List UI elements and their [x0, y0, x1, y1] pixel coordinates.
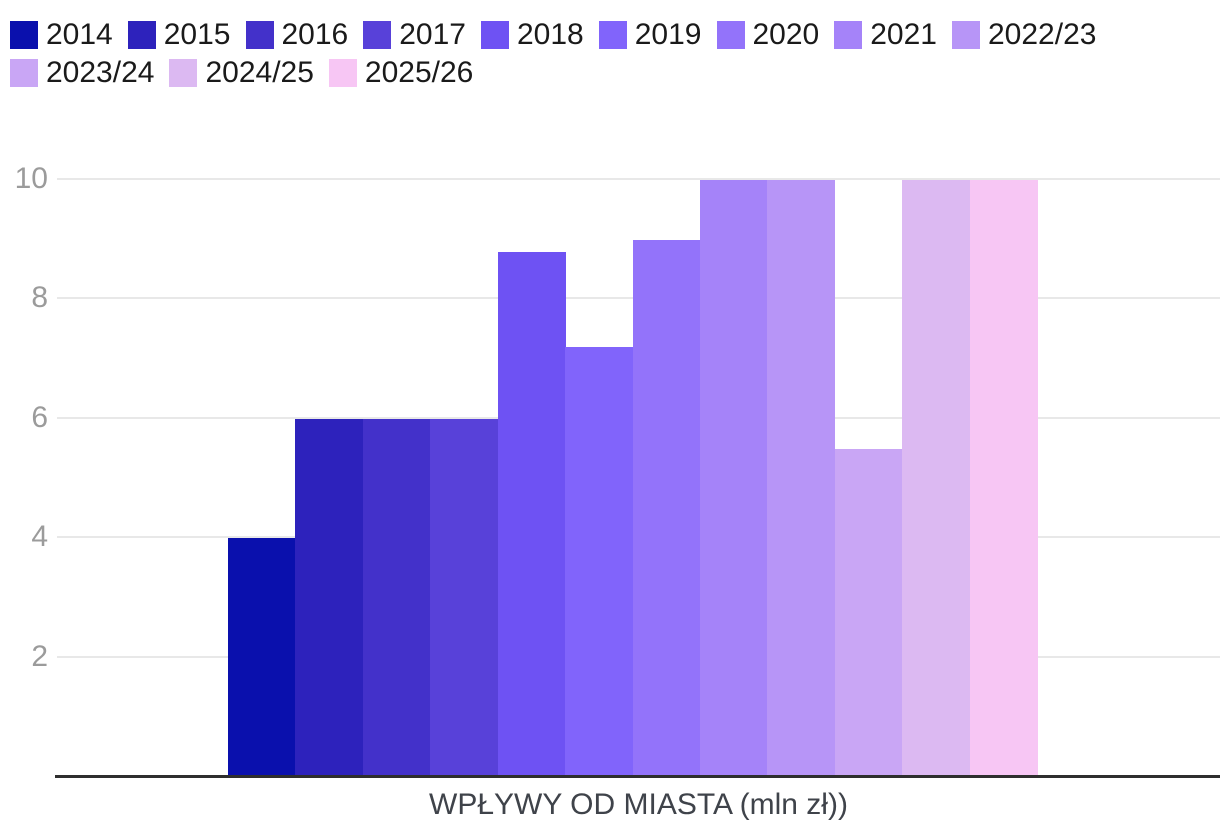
legend-item-2019[interactable]: 2019 — [598, 16, 702, 54]
legend-swatch-2015 — [127, 21, 156, 49]
x-axis-title: WPŁYWY OD MIASTA (mln zł)) — [429, 788, 848, 821]
y-tick-label-8: 8 — [31, 281, 48, 315]
bar-2019 — [565, 347, 633, 777]
legend-item-2016[interactable]: 2016 — [245, 16, 349, 54]
legend-item-2021[interactable]: 2021 — [834, 16, 937, 54]
legend-item-label: 2023/24 — [46, 56, 155, 89]
bar-2014 — [228, 538, 296, 777]
legend-item-2024/25[interactable]: 2024/25 — [169, 54, 314, 92]
legend-item-2017[interactable]: 2017 — [363, 16, 466, 54]
legend-item-2020[interactable]: 2020 — [716, 16, 820, 54]
legend-item-label: 2017 — [399, 18, 466, 51]
y-tick-label-2: 2 — [31, 639, 48, 673]
legend-item-2015[interactable]: 2015 — [127, 16, 231, 54]
legend-item-label: 2025/26 — [364, 56, 474, 89]
legend-item-label: 2014 — [46, 18, 113, 51]
legend-item-label: 2015 — [163, 18, 231, 51]
legend: 2014 2015 2016 2017 2018 2019 2020 2021 2022/23 2… — [0, 16, 1130, 92]
legend-swatch-2017 — [363, 21, 392, 49]
legend-swatch-2018 — [481, 21, 509, 49]
legend-item-label: 2024/25 — [205, 56, 314, 89]
bar-2024/25 — [902, 180, 971, 777]
bar-2025/26 — [969, 180, 1038, 777]
legend-swatch-2025/26 — [328, 59, 357, 87]
bar-2021 — [699, 180, 768, 777]
legend-swatch-2014 — [10, 21, 38, 49]
legend-swatch-2023/24 — [10, 59, 38, 87]
bar-2020 — [632, 239, 701, 777]
bar-2022/23 — [767, 180, 836, 777]
bar-2016 — [362, 418, 431, 777]
legend-item-2023/24[interactable]: 2023/24 — [10, 54, 154, 92]
x-axis-line — [55, 775, 1220, 778]
legend-swatch-2020 — [716, 21, 745, 49]
y-tick-label-4: 4 — [31, 520, 48, 554]
legend-item-label: 2019 — [634, 18, 702, 51]
bar-2017 — [430, 418, 499, 777]
legend-item-2018[interactable]: 2018 — [481, 16, 584, 54]
bar-2018 — [497, 251, 566, 777]
y-tick-label-6: 6 — [31, 400, 48, 434]
bar-2023/24 — [834, 448, 903, 777]
legend-item-label: 2021 — [870, 18, 937, 51]
legend-swatch-2019 — [598, 21, 627, 49]
legend-swatch-2016 — [245, 21, 274, 49]
legend-swatch-2022/23 — [952, 21, 980, 49]
legend-item-label: 2020 — [752, 18, 820, 51]
legend-item-2022/23[interactable]: 2022/23 — [952, 16, 1096, 54]
legend-item-2025/26[interactable]: 2025/26 — [328, 54, 474, 92]
gridline-10 — [57, 178, 1220, 180]
legend-item-label: 2016 — [281, 18, 349, 51]
legend-item-label: 2018 — [517, 18, 584, 51]
legend-swatch-2021 — [834, 21, 863, 49]
legend-item-label: 2022/23 — [988, 18, 1097, 51]
legend-item-2014[interactable]: 2014 — [10, 16, 113, 54]
bar-2015 — [295, 418, 364, 777]
y-tick-label-10: 10 — [14, 162, 48, 195]
legend-swatch-2024/25 — [169, 59, 198, 87]
